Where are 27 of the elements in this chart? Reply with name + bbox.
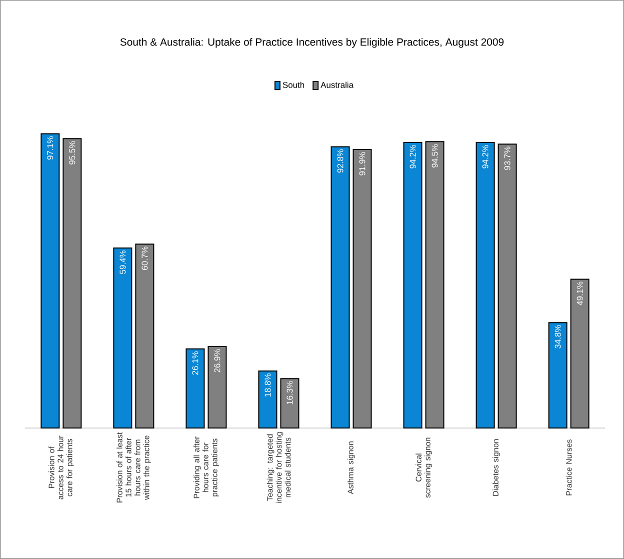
data-label: 94.5% — [432, 144, 438, 168]
bar — [40, 133, 60, 429]
data-label: 94.2% — [410, 145, 416, 168]
data-label: 26.9% — [214, 349, 220, 372]
data-label: 95.5% — [69, 141, 76, 164]
legend-label: Australia — [320, 82, 354, 88]
data-label: 18.8% — [264, 374, 271, 397]
data-label: 92.8% — [337, 149, 344, 173]
data-label: 93.7% — [504, 146, 510, 170]
bar — [330, 146, 350, 429]
bar — [476, 142, 495, 429]
data-label: 26.1% — [192, 351, 198, 375]
bar — [548, 322, 568, 429]
data-label: 34.8% — [554, 325, 561, 348]
data-label: 49.1% — [576, 282, 583, 306]
bar — [186, 348, 205, 429]
legend-label: South — [282, 82, 304, 88]
data-label: 59.4% — [120, 250, 126, 274]
bar — [403, 142, 422, 429]
chart-title: South & Australia: Uptake of Practice Incentives by Eligible Practices, August 2009 — [120, 38, 504, 48]
bar — [113, 248, 132, 429]
data-label: 16.3% — [286, 381, 293, 404]
data-label: 60.7% — [142, 246, 148, 270]
data-label: 91.9% — [359, 152, 366, 176]
data-label: 94.2% — [482, 145, 488, 168]
data-label: 97.1% — [47, 136, 54, 160]
bar — [258, 370, 278, 429]
